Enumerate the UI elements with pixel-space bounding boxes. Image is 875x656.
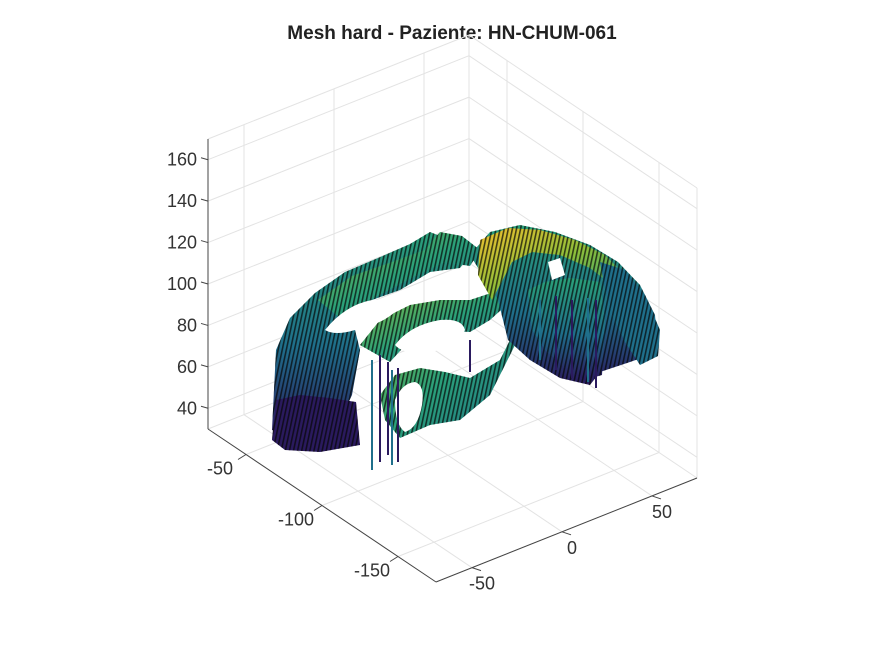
y-tick-mark — [237, 454, 247, 460]
mesh-surface — [272, 225, 660, 470]
left-shell-edges — [272, 232, 470, 440]
y-tick-label: -100 — [278, 510, 314, 530]
z-tick-label: 60 — [177, 357, 197, 377]
x-tick-label: 50 — [652, 502, 672, 522]
wall-gridline-z — [207, 96, 470, 202]
x-axis-line — [435, 477, 698, 583]
x-tick-mark — [651, 495, 662, 500]
wall-gridline-z — [207, 138, 470, 244]
y-tick-mark — [389, 556, 399, 562]
wall-gridline-z — [468, 96, 698, 251]
z-tick-label: 120 — [167, 233, 197, 253]
x-tick-label: -50 — [469, 574, 495, 594]
z-tick-mark — [200, 157, 209, 161]
floor-gridline-y — [321, 401, 584, 506]
z-tick-label: 140 — [167, 191, 197, 211]
x-tick-mark — [561, 531, 572, 536]
y-tick-label: -50 — [207, 459, 233, 479]
right-crest-edges — [478, 228, 625, 300]
z-tick-label: 160 — [167, 150, 197, 170]
far-right-lobe-edges — [600, 262, 660, 365]
x-tick-mark — [471, 567, 482, 572]
floor-gridline-y — [397, 452, 660, 557]
z-tick-mark — [200, 364, 209, 368]
z-tick-label: 80 — [177, 315, 197, 335]
y-tick-mark — [313, 505, 323, 511]
lower-opening — [395, 382, 423, 432]
left-upper-band-edges — [318, 232, 480, 318]
wall-gridline-z — [207, 179, 470, 285]
right-curtain-edges — [528, 278, 605, 380]
z-tick-mark — [200, 405, 209, 409]
left-opening — [325, 299, 396, 333]
z-tick-label: 100 — [167, 274, 197, 294]
top-back-edge — [207, 34, 470, 140]
axis-lines — [200, 139, 698, 583]
wall-gridline-z — [468, 55, 698, 210]
z-tick-mark — [200, 322, 209, 326]
left-front-column-edges — [272, 395, 360, 452]
wall-gridline-z — [468, 138, 698, 292]
y-tick-label: -150 — [354, 561, 390, 581]
z-tick-mark — [200, 281, 209, 285]
wall-gridline-z — [207, 55, 470, 161]
right-slot-opening — [548, 258, 565, 280]
central-opening — [395, 319, 465, 354]
plot-title: Mesh hard - Paziente: HN-CHUM-061 — [287, 23, 617, 44]
z-tick-mark — [200, 198, 209, 202]
tick-labels: -50 0 50 -150 -100 -50 40 60 80 100 120 140 160 — [167, 150, 672, 594]
z-tick-mark — [200, 240, 209, 244]
z-tick-label: 40 — [177, 398, 197, 418]
x-tick-label: 0 — [567, 538, 577, 558]
